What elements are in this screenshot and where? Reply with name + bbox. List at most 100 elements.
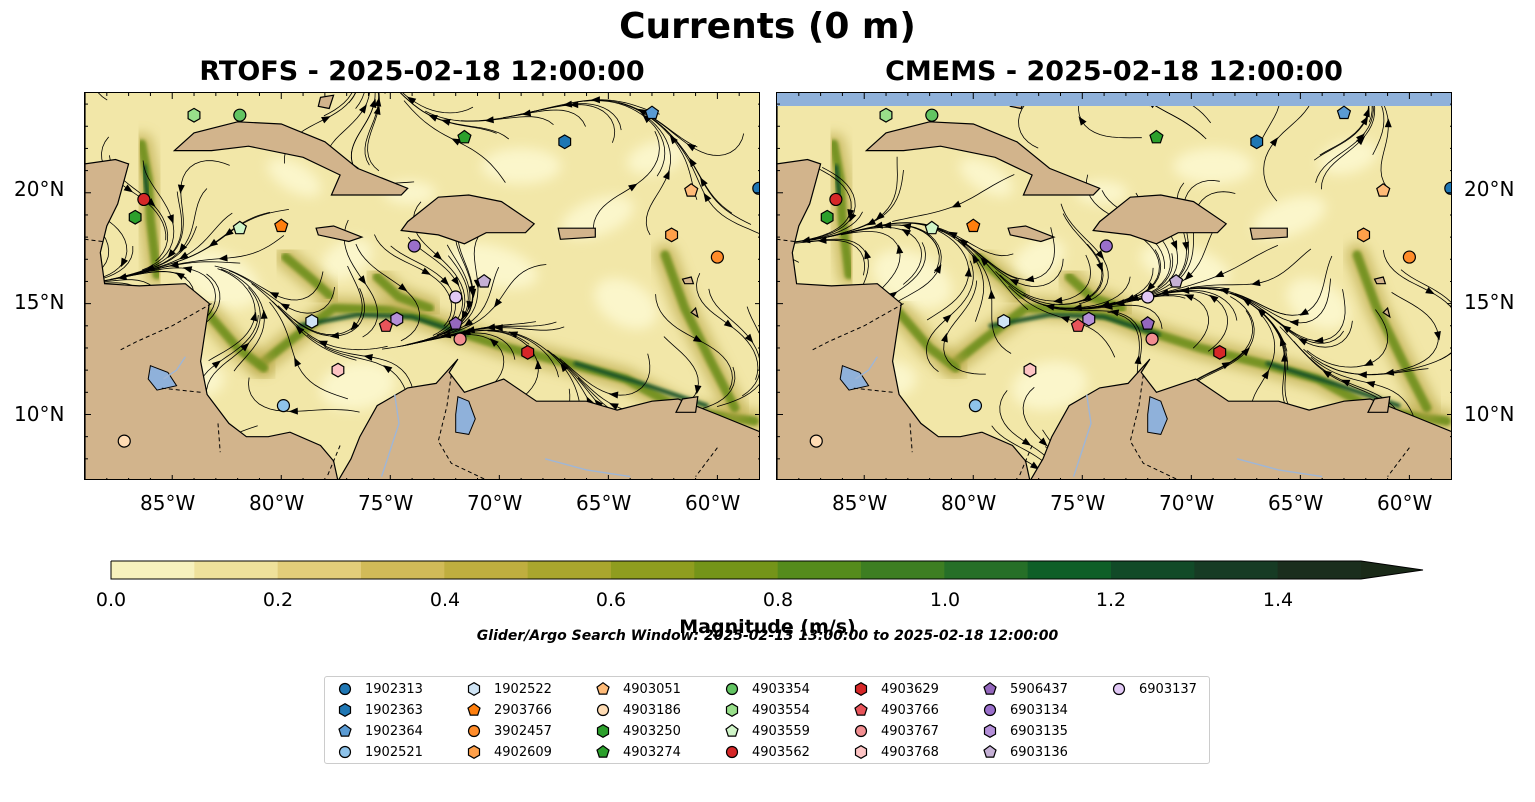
lon-tick-80w-left: 80°W	[249, 491, 305, 515]
legend-marker-pentagon	[596, 681, 610, 695]
legend-label: 4903354	[752, 681, 810, 697]
colorbar-segment	[1194, 561, 1279, 579]
platform-marker-4902609	[1357, 227, 1371, 243]
map-panel-rtofs[interactable]	[84, 92, 760, 480]
lat-tick-15n-right: 15°N	[1464, 290, 1515, 314]
legend-label: 1902521	[365, 744, 423, 760]
legend-item: 1902364	[337, 722, 423, 740]
colorbar-segment	[361, 561, 445, 579]
platform-marker-4903051	[1376, 183, 1391, 197]
lon-tick-70w-right: 70°W	[1159, 491, 1215, 515]
platform-marker-6903136	[476, 273, 492, 288]
platform-marker-6903137	[449, 290, 463, 304]
platform-marker-6903134	[407, 239, 421, 253]
lon-tick-80w-right: 80°W	[941, 491, 997, 515]
platform-marker-4903186	[117, 434, 131, 448]
colorbar-segment	[111, 561, 195, 579]
legend-marker-pentagon	[725, 723, 739, 737]
colorbar-tick: 0.4	[429, 589, 461, 611]
platform-marker-4903562	[829, 192, 843, 207]
legend-marker-circle	[596, 703, 610, 717]
legend-item: 3902457	[466, 722, 552, 740]
legend-item: 4902609	[466, 743, 552, 761]
colorbar-segment	[944, 561, 1029, 579]
legend-label: 4903051	[623, 681, 681, 697]
colorbar-segment	[527, 561, 612, 579]
platform-marker-2903766	[274, 218, 289, 233]
colorbar-segment	[1111, 561, 1195, 579]
legend-marker-circle	[725, 745, 739, 759]
legend-marker-hexagon	[854, 682, 868, 696]
colorbar-segment	[777, 561, 862, 579]
legend-marker-hexagon	[467, 682, 481, 696]
colorbar-tick: 1.4	[1262, 589, 1294, 611]
platform-marker-4903768	[1023, 362, 1037, 378]
legend-item: 4903051	[595, 680, 681, 698]
platform-marker-1902313	[752, 181, 759, 195]
platform-marker-6903135	[1082, 311, 1096, 327]
legend-item: 4903766	[853, 701, 939, 719]
panel-title-cmems: CMEMS - 2025-02-18 12:00:00	[885, 56, 1343, 87]
colorbar-segment	[1027, 561, 1112, 579]
lon-tick-65w-right: 65°W	[1268, 491, 1324, 515]
legend-label: 1902363	[365, 702, 423, 718]
legend-marker-circle	[854, 724, 868, 738]
legend-label: 4903559	[752, 723, 810, 739]
platform-marker-1902522	[305, 313, 319, 329]
rivers	[855, 356, 1323, 478]
land-masses	[777, 93, 1451, 479]
legend-marker-pentagon	[983, 744, 997, 758]
legend-item: 4903768	[853, 743, 939, 761]
legend-item: 4903274	[595, 743, 681, 761]
colorbar	[110, 560, 1430, 586]
legend-item: 6903137	[1111, 680, 1197, 698]
legend-item: 4903562	[724, 743, 810, 761]
platform-marker-4903554	[879, 107, 893, 123]
legend-label: 4903274	[623, 744, 681, 760]
platform-marker-1902364	[644, 105, 660, 120]
lon-tick-60w-right: 60°W	[1377, 491, 1433, 515]
platform-legend: 1902313 1902363 1902364 1902521 1902522 29037…	[324, 676, 1210, 764]
legend-marker-pentagon	[467, 702, 481, 716]
lat-tick-10n-left: 10°N	[14, 402, 65, 426]
frame-ticks	[85, 93, 759, 479]
figure-title: Currents (0 m)	[619, 6, 916, 47]
legend-label: 4903186	[623, 702, 681, 718]
legend-label: 4903629	[881, 681, 939, 697]
colorbar-label: Magnitude (m/s)	[679, 616, 856, 638]
platform-marker-4903562	[137, 192, 151, 207]
lon-tick-70w-left: 70°W	[467, 491, 523, 515]
lon-tick-60w-left: 60°W	[685, 491, 741, 515]
platform-marker-1902522	[997, 313, 1011, 329]
lon-tick-85w-left: 85°W	[140, 491, 196, 515]
legend-label: 4903562	[752, 744, 810, 760]
country-borders	[777, 238, 1410, 479]
lon-tick-65w-left: 65°W	[576, 491, 632, 515]
platform-marker-4903250	[820, 209, 834, 225]
platform-markers	[809, 105, 1451, 448]
legend-label: 4902609	[494, 744, 552, 760]
legend-marker-pentagon	[338, 723, 352, 737]
colorbar-tick: 0.6	[595, 589, 627, 611]
colorbar-tick: 0.8	[762, 589, 794, 611]
colorbar-tick: 0.2	[262, 589, 294, 611]
platform-marker-1902363	[1250, 134, 1264, 150]
legend-label: 6903137	[1139, 681, 1197, 697]
platform-marker-4903629	[1213, 344, 1227, 360]
legend-item: 4903354	[724, 680, 810, 698]
platform-marker-1902363	[558, 134, 572, 150]
legend-marker-circle	[467, 724, 481, 738]
land-masses	[85, 93, 759, 479]
legend-item: 4903250	[595, 722, 681, 740]
colorbar-segment	[694, 561, 779, 579]
legend-label: 3902457	[494, 723, 552, 739]
legend-item: 1902522	[466, 680, 552, 698]
legend-item: 5906437	[982, 680, 1068, 698]
legend-item: 1902521	[337, 743, 423, 761]
lon-tick-85w-right: 85°W	[832, 491, 888, 515]
map-panel-cmems[interactable]	[776, 92, 1452, 480]
platform-marker-4903186	[809, 434, 823, 448]
legend-label: 5906437	[1010, 681, 1068, 697]
platform-marker-1902364	[1336, 105, 1352, 120]
platform-marker-1902521	[276, 399, 291, 413]
